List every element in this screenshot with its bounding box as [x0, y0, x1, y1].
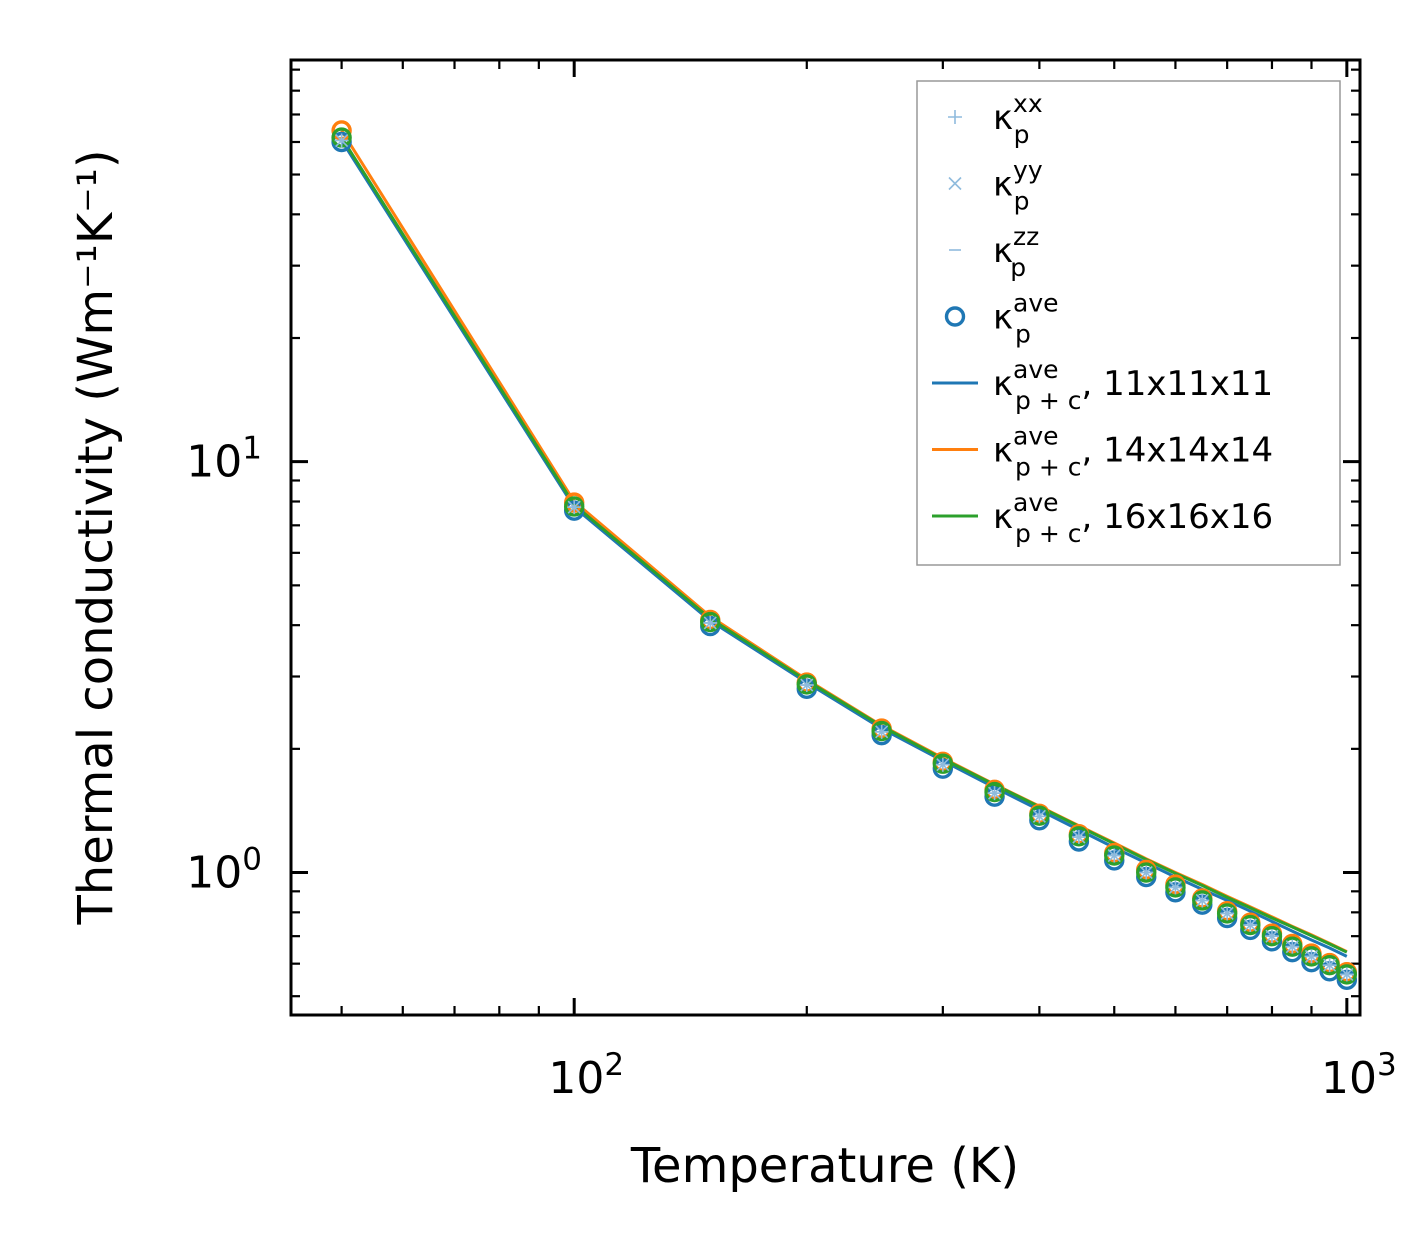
legend-label-subscript: p — [1015, 320, 1031, 349]
data-markers — [331, 120, 1358, 991]
legend-label-superscript: xx — [1013, 89, 1043, 118]
data-point — [1282, 936, 1303, 957]
legend-label-base: κ — [993, 298, 1013, 338]
series-line — [340, 139, 1348, 958]
data-point — [1336, 964, 1358, 985]
series-line — [340, 136, 1348, 954]
x-tick-label-exponent: 3 — [1377, 1047, 1397, 1083]
data-point — [932, 753, 954, 774]
legend-label: κave p + c, 16x16x16 — [993, 488, 1273, 548]
y-axis-label: Thermal conductivity (Wm⁻¹K⁻¹) — [68, 149, 124, 925]
legend-label-base: κ — [993, 165, 1013, 205]
legend-label-superscript: yy — [1013, 156, 1043, 185]
data-point — [1165, 877, 1186, 898]
major-ticks — [291, 60, 1360, 1015]
x-tick-label-exponent: 2 — [604, 1047, 624, 1083]
legend-marker-swatch — [948, 176, 962, 191]
data-point — [1240, 914, 1261, 936]
legend-label-superscript: ave — [1013, 488, 1059, 517]
y-tick-label-exponent: 1 — [242, 431, 262, 467]
legend-label-subscript: p — [1014, 120, 1030, 149]
legend-label: κyy p — [993, 156, 1043, 216]
legend-label-base: κ — [993, 364, 1013, 404]
data-point — [796, 674, 817, 695]
plot-frame — [289, 58, 1362, 1017]
data-point — [1301, 946, 1322, 967]
legend-label: κave p — [993, 289, 1059, 349]
legend-label-superscript: zz — [1013, 222, 1039, 251]
data-point — [984, 781, 1005, 803]
legend-label-superscript: ave — [1013, 289, 1059, 318]
legend-box — [916, 80, 1341, 566]
data-point — [700, 611, 721, 633]
legend-label: κave p + c, 11x11x11 — [993, 355, 1273, 415]
legend-label-superscript: ave — [1013, 355, 1059, 384]
legend-label-base: κ — [993, 497, 1013, 537]
legend-label: κzz p — [993, 222, 1039, 282]
data-point — [1068, 826, 1090, 847]
legend-marker-swatch — [944, 306, 966, 327]
legend-label-subscript: p + c — [1015, 453, 1081, 482]
legend-label-subscript: p — [1014, 187, 1030, 216]
legend-label-suffix: , 14x14x14 — [1082, 431, 1274, 471]
x-tick-label-base: 10 — [1321, 1053, 1377, 1104]
data-point — [1192, 890, 1213, 911]
data-point — [1261, 925, 1283, 947]
y-tick-label: 101 — [186, 431, 262, 488]
legend-label-subscript: p — [1010, 253, 1026, 282]
data-point — [1029, 805, 1050, 826]
x-tick-label: 103 — [1321, 1047, 1397, 1104]
data-point — [563, 496, 585, 517]
legend-marker-swatch — [948, 110, 962, 124]
data-point — [871, 720, 892, 742]
legend-label: κxx p — [993, 89, 1043, 149]
x-axis-label: Temperature (K) — [630, 1138, 1019, 1194]
x-tick-label: 102 — [548, 1047, 624, 1104]
data-point — [1216, 903, 1238, 924]
legend-label-suffix: , 11x11x11 — [1082, 364, 1274, 404]
y-tick-label-exponent: 0 — [242, 842, 262, 878]
legend-label-base: κ — [993, 431, 1013, 471]
legend-label-suffix: , 16x16x16 — [1082, 497, 1274, 537]
legend-label: κave p + c, 14x14x14 — [993, 422, 1273, 482]
x-tick-label-base: 10 — [548, 1053, 604, 1104]
data-point — [1104, 845, 1125, 866]
data-point — [1319, 954, 1340, 976]
y-tick-label-base: 10 — [186, 437, 242, 488]
legend-label-base: κ — [993, 231, 1013, 271]
y-tick-label: 100 — [186, 842, 262, 899]
legend-label-subscript: p + c — [1015, 386, 1081, 415]
legend-label-subscript: p + c — [1015, 519, 1081, 548]
legend-label-superscript: ave — [1013, 422, 1059, 451]
y-tick-label-base: 10 — [186, 848, 242, 899]
data-lines — [340, 129, 1348, 958]
data-point — [1136, 862, 1157, 883]
legend-label-base: κ — [993, 98, 1013, 138]
